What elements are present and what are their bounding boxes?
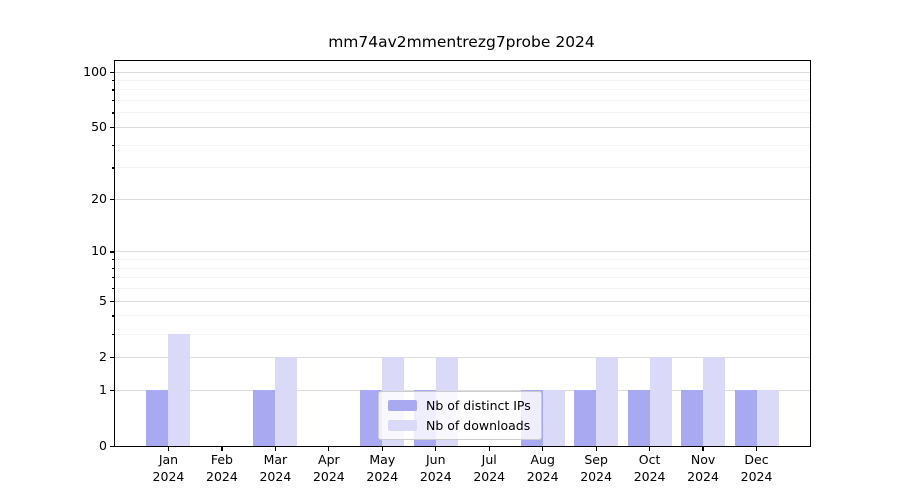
x-tick-label: Dec 2024	[740, 452, 773, 484]
bar-distinct-ips	[681, 389, 704, 446]
x-tick-label: Jan 2024	[152, 452, 185, 484]
y-gridline-minor	[115, 79, 810, 81]
bar-downloads	[168, 333, 191, 446]
x-tick-label: Mar 2024	[259, 452, 292, 484]
y-tick-label: 10	[91, 243, 107, 259]
legend: Nb of distinct IPs Nb of downloads	[378, 391, 542, 440]
y-gridline-major	[115, 251, 810, 253]
y-gridline-minor	[115, 333, 810, 335]
x-tick	[381, 446, 383, 451]
legend-label-distinct-ips: Nb of distinct IPs	[426, 398, 531, 413]
bar-downloads	[703, 356, 726, 446]
x-tick	[274, 446, 276, 451]
y-gridline-major	[115, 126, 810, 128]
y-gridline-minor	[115, 315, 810, 317]
y-tick-minor	[111, 89, 114, 91]
bar-distinct-ips	[253, 389, 276, 446]
legend-swatch-downloads	[388, 420, 417, 431]
bar-downloads	[756, 389, 779, 446]
y-gridline-minor	[115, 267, 810, 269]
x-tick-label: Aug 2024	[526, 452, 559, 484]
x-tick	[167, 446, 170, 451]
y-gridline-minor	[115, 100, 810, 102]
y-gridline-major	[115, 300, 810, 302]
legend-item-distinct-ips: Nb of distinct IPs	[388, 398, 531, 413]
y-tick-label: 1	[99, 381, 107, 397]
y-gridline-minor	[115, 259, 810, 261]
y-tick-minor	[111, 100, 114, 102]
x-tick	[488, 446, 490, 451]
y-gridline-minor	[115, 144, 810, 146]
y-gridline-major	[115, 389, 810, 391]
y-tick-minor	[111, 288, 114, 290]
plot-area: 0 1 2 5 10 20 50 100 Jan 2024 Feb 2024 Mar 2024 Apr…	[83, 60, 811, 484]
x-tick-label: Jul 2024	[473, 452, 506, 484]
bar-distinct-ips	[627, 389, 650, 446]
x-tick	[435, 446, 437, 451]
bar-downloads	[649, 356, 672, 446]
y-tick-label: 2	[99, 348, 107, 364]
bar-distinct-ips	[574, 389, 597, 446]
y-gridline-minor	[115, 89, 810, 91]
y-tick	[109, 126, 114, 129]
bar-downloads	[542, 389, 565, 446]
x-tick	[755, 446, 758, 451]
legend-item-downloads: Nb of downloads	[388, 418, 531, 433]
y-tick	[109, 198, 114, 201]
y-tick-label: 0	[99, 438, 107, 453]
y-gridline-minor	[115, 277, 810, 279]
y-tick-minor	[111, 144, 114, 146]
y-tick-label: 100	[83, 63, 107, 79]
legend-label-downloads: Nb of downloads	[426, 418, 531, 433]
bar-distinct-ips	[360, 389, 383, 446]
x-tick-label: Oct 2024	[633, 452, 666, 484]
y-tick-minor	[111, 112, 114, 114]
y-tick-minor	[111, 79, 114, 82]
y-gridline-minor	[115, 112, 810, 114]
y-tick-label: 50	[91, 118, 107, 134]
x-tick	[702, 446, 704, 451]
x-tick-label: Apr 2024	[312, 452, 345, 484]
bar-distinct-ips	[146, 389, 169, 446]
y-tick-minor	[111, 167, 114, 169]
y-tick-label: 5	[99, 292, 107, 308]
bar-downloads	[275, 356, 298, 446]
x-tick	[649, 446, 651, 451]
x-tick	[595, 446, 597, 451]
y-tick-label: 20	[91, 190, 107, 206]
y-tick	[109, 356, 114, 359]
bar-distinct-ips	[734, 389, 757, 446]
x-tick-label: Jun 2024	[419, 452, 452, 484]
y-tick	[109, 446, 114, 448]
y-tick-minor	[111, 315, 114, 317]
chart-title: mm74av2mmentrezg7probe 2024	[328, 33, 595, 51]
y-tick	[109, 300, 114, 302]
y-tick-minor	[111, 277, 114, 279]
y-gridline-minor	[115, 167, 810, 169]
x-tick-label: Sep 2024	[580, 452, 613, 484]
y-tick-minor	[111, 259, 114, 261]
x-tick	[542, 446, 544, 451]
y-gridline-minor	[115, 288, 810, 290]
y-tick	[109, 251, 114, 253]
y-gridline-major	[115, 356, 810, 358]
y-tick-minor	[111, 333, 114, 335]
x-tick	[221, 446, 223, 451]
x-tick-label: May 2024	[366, 452, 399, 484]
x-tick-label: Nov 2024	[687, 452, 719, 484]
y-gridline-major	[115, 198, 810, 200]
x-tick	[328, 446, 330, 451]
y-tick	[109, 71, 114, 73]
y-tick	[109, 389, 114, 391]
y-tick-minor	[111, 267, 114, 269]
bar-downloads	[596, 356, 619, 446]
y-gridline-major	[115, 71, 810, 73]
legend-swatch-distinct-ips	[388, 400, 417, 411]
x-tick-label: Feb 2024	[206, 452, 238, 484]
